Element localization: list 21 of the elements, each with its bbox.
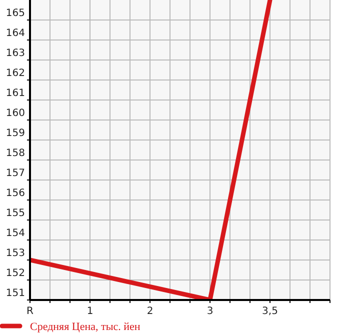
x-tick-label: 1 [86,306,94,317]
y-tick-label: 160 [6,108,25,119]
y-tick-label: 162 [6,68,25,79]
y-tick-label: 164 [6,28,25,39]
y-tick-label: 156 [6,188,25,199]
y-tick-label: 153 [6,248,25,259]
x-tick-label: 3 [206,306,214,317]
x-tick-label: 3,5 [262,306,278,317]
y-tick-label: 159 [6,128,25,139]
y-tick-label: 161 [6,88,25,99]
y-tick-label: 157 [6,168,25,179]
y-tick-label: 155 [6,208,25,219]
y-tick-label: 163 [6,48,25,59]
y-tick-label: 151 [6,288,25,299]
x-tick-label: 2 [146,306,154,317]
y-tick-label: 158 [6,148,25,159]
legend-label: Средняя Цена, тыс. йен [30,321,140,333]
y-tick-label: 152 [6,268,25,279]
x-tick-label: R [26,306,34,317]
y-tick-label: 154 [6,228,25,239]
y-tick-label: 165 [6,8,25,19]
